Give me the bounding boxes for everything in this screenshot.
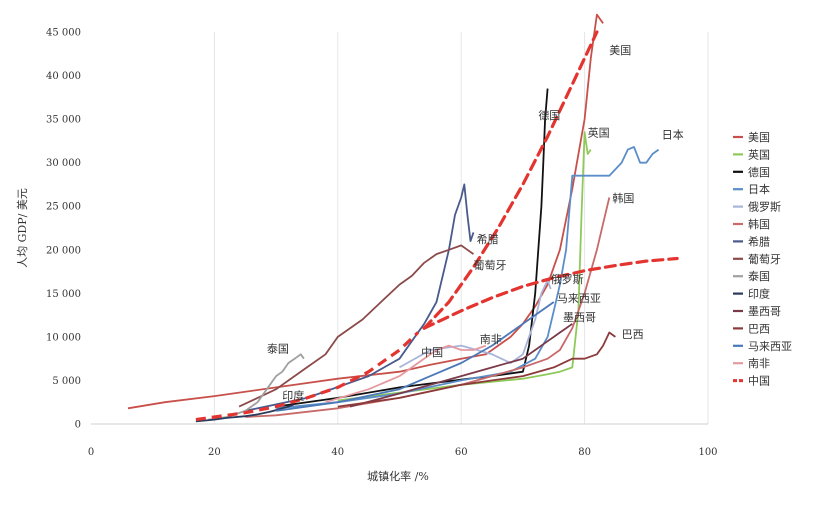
series-line xyxy=(195,403,294,423)
annotation-label: 墨西哥 xyxy=(563,311,596,324)
annotation-label: 马来西亚 xyxy=(557,292,601,305)
legend-label: 俄罗斯 xyxy=(748,201,781,214)
series-line xyxy=(245,183,475,412)
annotation-label: 巴西 xyxy=(622,328,644,341)
series-line xyxy=(195,331,420,422)
legend-label: 中国 xyxy=(748,375,770,388)
legend-label: 希腊 xyxy=(748,234,770,248)
legend-label: 葡萄牙 xyxy=(748,253,781,266)
annotation-label: 葡萄牙 xyxy=(474,259,507,272)
series-line xyxy=(275,301,555,412)
y-tick-label: 25 000 xyxy=(46,202,81,213)
legend-label: 美国 xyxy=(748,131,770,144)
y-tick-label: 30 000 xyxy=(46,158,81,169)
series-line xyxy=(276,146,660,410)
projection-line xyxy=(422,30,599,330)
y-tick-label: 0 xyxy=(75,420,81,431)
legend-label: 马来西亚 xyxy=(748,340,792,353)
legend-label: 日本 xyxy=(748,182,770,196)
y-tick-label: 15 000 xyxy=(46,289,81,300)
y-tick-label: 40 000 xyxy=(46,71,81,82)
legend-label: 英国 xyxy=(748,147,770,161)
series-line xyxy=(325,344,487,404)
series-line xyxy=(399,279,552,369)
series-line xyxy=(208,353,305,421)
x-tick-label: 80 xyxy=(578,447,591,458)
legend-label: 墨西哥 xyxy=(748,305,781,318)
annotation-label: 南非 xyxy=(480,333,502,346)
series-line xyxy=(275,88,549,408)
annotation-label: 韩国 xyxy=(612,191,634,205)
legend-label: 泰国 xyxy=(748,269,770,283)
annotation-label: 中国 xyxy=(421,346,443,359)
x-tick-label: 100 xyxy=(698,447,717,458)
series-line xyxy=(238,244,475,408)
projection-lines xyxy=(422,30,679,330)
legend-label: 巴西 xyxy=(748,322,770,335)
y-tick-label: 10 000 xyxy=(46,332,81,343)
grid xyxy=(213,32,709,424)
annotation-label: 希腊 xyxy=(477,232,499,246)
annotation-label: 印度 xyxy=(282,389,304,403)
projection-line xyxy=(422,256,679,330)
annotation-label: 德国 xyxy=(538,108,560,122)
x-tick-label: 0 xyxy=(88,447,94,458)
annotation-label: 日本 xyxy=(662,127,684,141)
x-tick-labels: 0 20 40 60 80 100 xyxy=(88,447,718,458)
x-tick-label: 60 xyxy=(455,447,468,458)
y-tick-label: 5 000 xyxy=(52,376,81,387)
y-tick-label: 35 000 xyxy=(46,115,81,126)
y-tick-labels: 0 5 000 10 000 15 000 20 000 25 000 30 000 35 0… xyxy=(46,28,81,431)
series-line xyxy=(245,197,611,418)
legend-label: 印度 xyxy=(748,287,770,301)
legend-label: 韩国 xyxy=(748,217,770,231)
x-axis-title: 城镇化率 /% xyxy=(367,469,429,483)
y-axis-title: 人均 GDP/ 美元 xyxy=(16,188,29,268)
legend-label: 德国 xyxy=(748,165,770,179)
series-line xyxy=(337,331,616,408)
annotation-label: 俄罗斯 xyxy=(551,273,584,286)
series-line xyxy=(349,323,573,408)
series-lines xyxy=(127,13,660,423)
y-tick-label: 20 000 xyxy=(46,245,81,256)
x-tick-label: 20 xyxy=(208,447,221,458)
annotation-label: 美国 xyxy=(609,44,631,57)
annotation-label: 英国 xyxy=(588,126,610,140)
series-line xyxy=(127,13,604,410)
annotation-label: 泰国 xyxy=(267,342,289,356)
legend-label: 南非 xyxy=(748,357,770,370)
x-tick-label: 40 xyxy=(331,447,344,458)
y-tick-label: 45 000 xyxy=(46,28,81,39)
